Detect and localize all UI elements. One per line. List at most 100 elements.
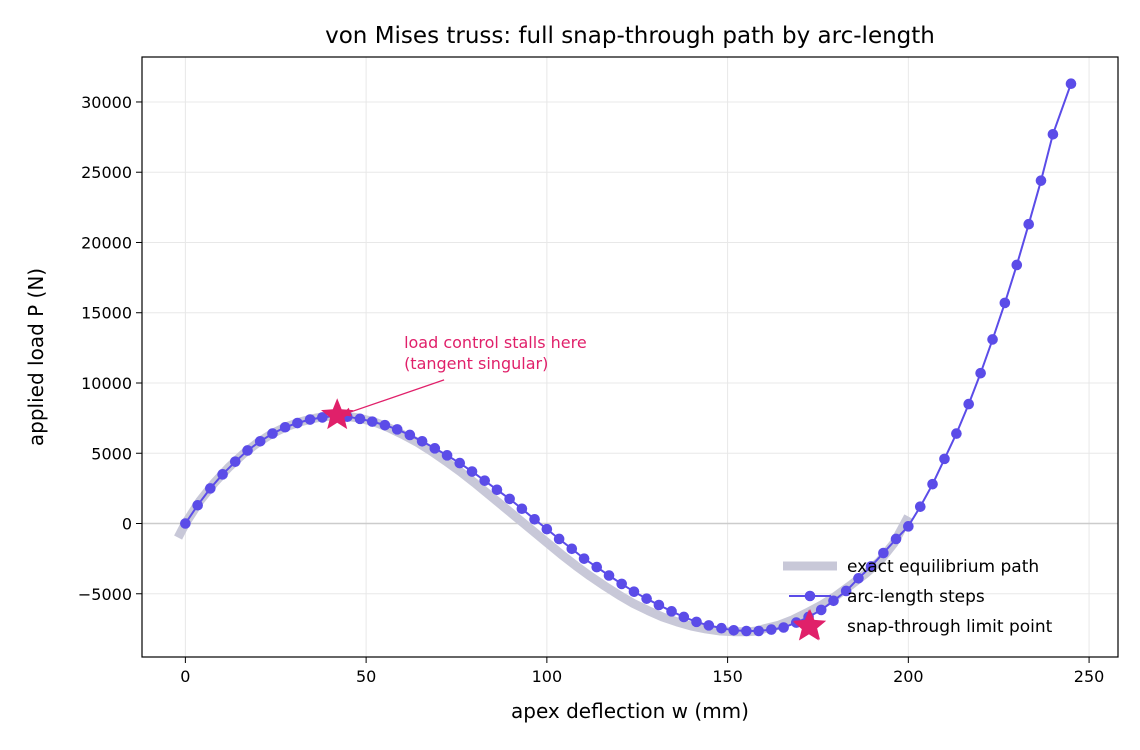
plot-frame — [141, 56, 1119, 658]
arc-length-point — [951, 428, 962, 439]
arc-length-point — [1023, 218, 1035, 230]
arc-length-point — [853, 573, 864, 584]
arc-length-point — [566, 543, 578, 555]
arc-length-point — [541, 523, 553, 535]
arc-length-point — [479, 475, 490, 486]
legend-steps-marker — [804, 590, 816, 602]
legend-label: exact equilibrium path — [847, 557, 1039, 577]
arc-length-point — [379, 419, 391, 431]
arc-length-point — [616, 578, 627, 590]
arc-length-point — [292, 417, 303, 429]
legend: exact equilibrium path arc-length steps sn… — [783, 557, 1053, 640]
chart-title: von Mises truss: full snap-through path … — [325, 23, 935, 49]
arc-length-point — [578, 553, 590, 564]
arc-length-point — [766, 624, 777, 635]
arc-length-point — [878, 547, 889, 559]
arc-length-point — [603, 570, 615, 581]
arc-length-point — [404, 429, 416, 441]
arc-length-point — [903, 521, 914, 532]
arc-length-point — [865, 561, 877, 572]
arc-length-point — [666, 606, 677, 617]
x-tick-label: 50 — [356, 667, 376, 686]
arc-length-point — [454, 457, 466, 469]
y-tick-label: 30000 — [81, 93, 132, 112]
arc-length-point — [391, 424, 403, 435]
y-tick-label: 25000 — [81, 163, 132, 182]
arc-length-point — [1011, 259, 1023, 271]
arc-length-point — [504, 493, 515, 505]
arc-length-point — [553, 533, 565, 545]
arc-length-point — [753, 625, 764, 637]
x-axis-label: apex deflection w (mm) — [511, 699, 749, 723]
arc-length-point — [628, 586, 640, 597]
arc-length-point — [728, 625, 740, 636]
arc-length-point — [317, 412, 328, 423]
legend-label: arc-length steps — [847, 587, 985, 607]
arc-length-point — [939, 453, 950, 465]
arc-length-point — [205, 483, 216, 494]
y-tick-label: 0 — [122, 515, 132, 534]
arc-length-point — [591, 561, 603, 573]
arc-length-point — [242, 445, 253, 456]
arc-length-point — [254, 436, 266, 447]
annotation-arrowhead — [340, 407, 352, 417]
arc-length-point — [914, 501, 926, 512]
annotation-text: (tangent singular) — [404, 354, 548, 373]
arc-length-point — [963, 398, 975, 410]
arc-length-point — [703, 620, 715, 631]
annotation: load control stalls here (tangent singula… — [340, 333, 587, 417]
arc-length-point — [466, 466, 478, 477]
legend-label: snap-through limit point — [847, 617, 1053, 637]
annotation-text: load control stalls here — [404, 333, 587, 352]
x-tick-label: 100 — [532, 667, 563, 686]
arc-length-point — [267, 428, 278, 439]
arc-length-point — [1047, 128, 1059, 140]
arc-length-point — [354, 413, 366, 425]
arc-length-point — [516, 503, 528, 515]
x-tick-label: 250 — [1074, 667, 1105, 686]
arc-length-point — [641, 593, 652, 604]
arc-length-point — [778, 622, 789, 633]
axis-ticks: 0 50 100 150 200 250 −5000 0 5000 10000 15000 20000… — [78, 93, 1104, 686]
x-tick-label: 0 — [180, 667, 190, 686]
arc-length-point — [741, 625, 752, 637]
arc-length-point — [416, 436, 428, 447]
arc-length-point — [890, 533, 902, 545]
arc-length-point — [927, 478, 938, 490]
arc-length-point — [180, 518, 191, 529]
arc-length-point — [441, 450, 453, 461]
arc-length-point — [1035, 175, 1047, 186]
arc-length-point — [192, 499, 203, 511]
x-tick-label: 150 — [712, 667, 743, 686]
annotation-arrow — [340, 379, 445, 416]
arc-length-point — [716, 622, 727, 634]
y-axis-label: applied load P (N) — [24, 268, 48, 446]
y-tick-label: 15000 — [81, 304, 132, 323]
arc-length-point — [429, 443, 441, 454]
arc-length-point — [279, 421, 291, 433]
y-tick-label: −5000 — [78, 585, 132, 604]
arc-length-point — [653, 599, 665, 611]
arc-length-line — [184, 83, 1072, 632]
arc-length-point — [217, 469, 228, 480]
arc-length-point — [366, 416, 378, 427]
arc-length-point — [304, 414, 316, 425]
arc-length-point — [840, 585, 852, 597]
arc-length-point — [491, 484, 503, 496]
arc-length-point — [529, 513, 540, 525]
x-tick-label: 200 — [893, 667, 924, 686]
plot-series — [174, 78, 1077, 641]
legend-limit-swatch — [793, 609, 827, 640]
grid — [142, 57, 1118, 657]
arc-length-point — [975, 367, 986, 379]
arc-length-point — [1065, 78, 1077, 89]
limit-point-star — [321, 398, 354, 430]
arc-length-point — [229, 456, 241, 467]
arc-length-point — [999, 297, 1011, 309]
arc-length-point — [987, 334, 998, 345]
arc-length-point — [828, 595, 839, 607]
arc-length-point — [691, 616, 702, 628]
arc-length-point — [678, 611, 690, 623]
y-tick-label: 10000 — [81, 374, 132, 393]
